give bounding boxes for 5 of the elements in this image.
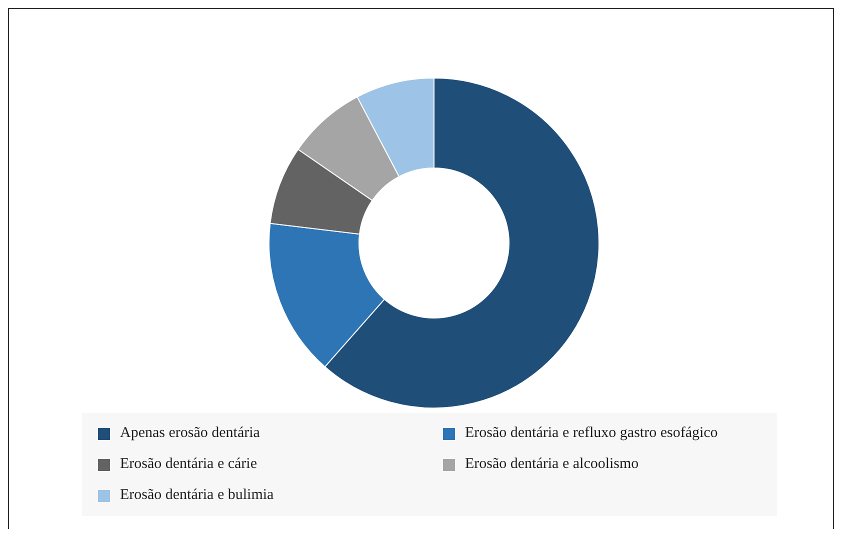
legend-label: Erosão dentária e bulimia bbox=[120, 487, 274, 504]
legend-label: Erosão dentária e alcoolismo bbox=[465, 456, 639, 473]
legend-label: Erosão dentária e cárie bbox=[120, 456, 257, 473]
legend-label: Erosão dentária e refluxo gastro esofágico bbox=[465, 425, 718, 442]
legend-label: Apenas erosão dentária bbox=[120, 425, 260, 442]
